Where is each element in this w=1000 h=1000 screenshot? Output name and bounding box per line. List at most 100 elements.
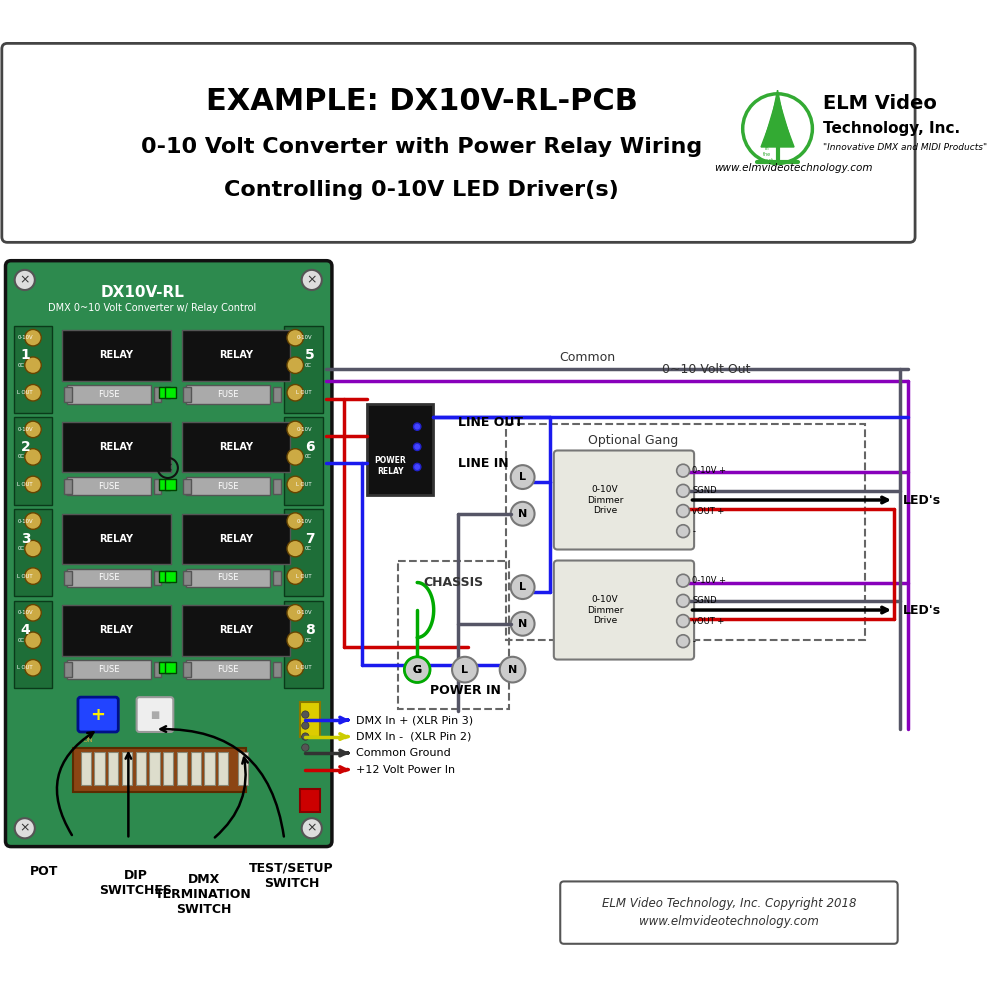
Bar (284, 326, 323, 413)
Bar (165, 662, 176, 673)
Bar (154, 571, 161, 585)
Bar (183, 662, 191, 677)
Circle shape (677, 574, 690, 587)
Text: DMX In -  (XLR Pin 2): DMX In - (XLR Pin 2) (356, 732, 471, 742)
Text: ×: × (307, 273, 317, 286)
Text: 0-10V: 0-10V (296, 427, 312, 432)
Circle shape (25, 632, 41, 649)
Text: N: N (518, 619, 527, 629)
Text: RELAY: RELAY (219, 350, 253, 360)
Text: 0-10V: 0-10V (17, 610, 33, 615)
Circle shape (25, 540, 41, 557)
Text: SGND: SGND (692, 596, 717, 605)
Circle shape (25, 421, 41, 438)
Bar (62, 605, 171, 656)
Bar (62, 422, 171, 472)
Text: 0C: 0C (17, 546, 24, 551)
Text: DX10V-RL: DX10V-RL (101, 285, 185, 300)
Circle shape (25, 660, 41, 676)
Circle shape (287, 329, 303, 346)
Bar (159, 387, 170, 398)
Text: ELM Video Technology, Inc. Copyright 2018: ELM Video Technology, Inc. Copyright 201… (602, 897, 856, 910)
Bar (64, 479, 72, 494)
Bar (183, 387, 191, 402)
Text: L OUT: L OUT (17, 390, 33, 395)
Circle shape (287, 568, 303, 584)
Text: ON: ON (83, 737, 93, 743)
Text: ■: ■ (150, 710, 160, 720)
Text: 0-10V +: 0-10V + (692, 466, 726, 475)
Circle shape (414, 423, 421, 430)
Circle shape (25, 476, 41, 493)
Text: POWER IN: POWER IN (430, 684, 501, 697)
Circle shape (302, 711, 309, 718)
Bar (94, 752, 105, 785)
Text: POWER
RELAY: POWER RELAY (375, 456, 406, 476)
Text: CHASSIS: CHASSIS (423, 576, 483, 589)
Text: 0-10 Volt Converter with Power Relay Wiring: 0-10 Volt Converter with Power Relay Wir… (141, 137, 702, 157)
Text: 6: 6 (305, 440, 315, 454)
Text: www.elmvideotechnology.com: www.elmvideotechnology.com (639, 915, 819, 928)
Circle shape (287, 513, 303, 529)
Bar (183, 571, 191, 585)
Bar (300, 789, 320, 812)
Text: L OUT: L OUT (296, 574, 312, 579)
Bar (186, 660, 270, 679)
Text: 8: 8 (305, 623, 315, 637)
Bar (182, 605, 290, 656)
Circle shape (25, 357, 41, 373)
Circle shape (287, 357, 303, 373)
Bar (218, 752, 228, 785)
Text: DMX
TERMINATION
SWITCH: DMX TERMINATION SWITCH (155, 873, 252, 916)
Bar (62, 330, 171, 381)
Circle shape (287, 476, 303, 493)
Circle shape (677, 464, 690, 477)
Bar (273, 387, 281, 402)
Bar (62, 514, 171, 564)
Text: DIP
SWITCHES: DIP SWITCHES (99, 869, 172, 897)
Bar (154, 387, 161, 402)
Text: TEST/SETUP
SWITCH: TEST/SETUP SWITCH (249, 862, 334, 890)
Text: L OUT: L OUT (296, 482, 312, 487)
Bar (165, 479, 176, 490)
Text: 0-10V: 0-10V (296, 610, 312, 615)
Bar (273, 662, 281, 677)
Circle shape (287, 449, 303, 465)
Bar (284, 601, 323, 688)
Circle shape (677, 505, 690, 517)
Circle shape (25, 329, 41, 346)
Text: DMX 0~10 Volt Converter w/ Relay Control: DMX 0~10 Volt Converter w/ Relay Control (48, 303, 256, 313)
Text: RELAY: RELAY (99, 625, 133, 635)
Bar (64, 571, 72, 585)
Text: ×: × (20, 822, 30, 835)
Text: FUSE: FUSE (218, 573, 239, 582)
Text: LED's: LED's (903, 604, 941, 617)
Circle shape (511, 465, 535, 489)
Circle shape (25, 605, 41, 621)
FancyBboxPatch shape (2, 43, 915, 242)
Bar (182, 422, 290, 472)
Polygon shape (770, 90, 785, 127)
Text: L: L (519, 472, 526, 482)
Text: 1: 1 (21, 348, 31, 362)
Text: 0C: 0C (305, 454, 312, 459)
Circle shape (511, 575, 535, 599)
Circle shape (25, 568, 41, 584)
Circle shape (15, 818, 35, 838)
Bar (204, 752, 215, 785)
FancyBboxPatch shape (137, 697, 173, 732)
Bar (14, 509, 52, 596)
Bar (273, 571, 281, 585)
Bar (182, 330, 290, 381)
FancyBboxPatch shape (554, 561, 694, 660)
FancyBboxPatch shape (560, 881, 898, 944)
Circle shape (302, 270, 322, 290)
Text: 4: 4 (21, 623, 31, 637)
Bar (186, 569, 270, 587)
Text: DMX In + (XLR Pin 3): DMX In + (XLR Pin 3) (356, 715, 473, 725)
Text: 0C: 0C (17, 454, 24, 459)
Text: -: - (692, 637, 695, 646)
Text: L OUT: L OUT (17, 482, 33, 487)
FancyBboxPatch shape (78, 697, 118, 732)
Text: ELM Video: ELM Video (823, 94, 937, 113)
